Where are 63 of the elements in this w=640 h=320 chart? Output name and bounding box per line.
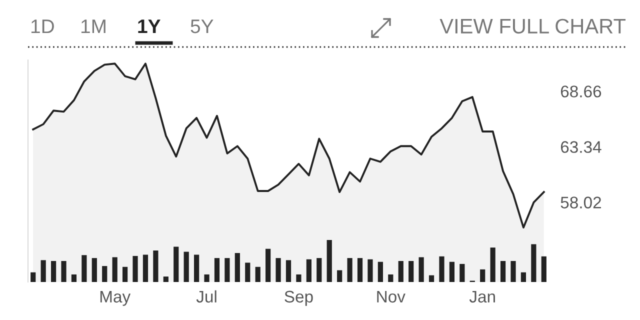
x-tick-label: Jul bbox=[196, 290, 216, 303]
bar bbox=[255, 266, 260, 282]
bar bbox=[153, 250, 158, 282]
text: 1D bbox=[31, 20, 54, 34]
bar bbox=[500, 261, 506, 282]
text: 1Y bbox=[138, 20, 160, 34]
bar bbox=[520, 272, 526, 282]
bar bbox=[480, 269, 486, 282]
text: VIEW FULL CHART bbox=[440, 18, 626, 34]
bar bbox=[286, 260, 292, 282]
bar bbox=[50, 261, 56, 282]
bar bbox=[224, 258, 230, 282]
bar bbox=[245, 262, 250, 282]
x-tick-label: Jan bbox=[469, 290, 495, 303]
bar bbox=[316, 258, 322, 282]
text: 1M bbox=[81, 20, 106, 34]
bar bbox=[368, 259, 373, 282]
bar bbox=[306, 259, 312, 282]
bar bbox=[398, 261, 404, 282]
bar bbox=[214, 258, 220, 282]
bar bbox=[449, 262, 455, 282]
bar bbox=[531, 244, 536, 282]
bar bbox=[194, 254, 200, 282]
bar bbox=[428, 275, 434, 282]
bar bbox=[357, 258, 363, 282]
bar bbox=[102, 266, 108, 282]
bar bbox=[408, 261, 414, 282]
bar bbox=[439, 256, 444, 282]
bar bbox=[30, 272, 36, 282]
x-tick-label: Sep bbox=[284, 290, 313, 306]
bar bbox=[510, 261, 516, 282]
bar bbox=[61, 261, 66, 282]
bar bbox=[460, 264, 465, 282]
bar bbox=[92, 258, 97, 282]
bar bbox=[132, 256, 138, 282]
y-tick-label: 63.34 bbox=[560, 141, 602, 153]
bar bbox=[142, 254, 148, 282]
bar bbox=[184, 252, 189, 282]
bar bbox=[388, 274, 394, 282]
bar bbox=[418, 257, 424, 282]
bar bbox=[122, 266, 128, 282]
bar bbox=[112, 257, 118, 282]
bar bbox=[266, 248, 271, 282]
bar bbox=[347, 258, 352, 282]
bar bbox=[204, 274, 210, 282]
bar bbox=[163, 276, 168, 282]
y-tick-label: 58.02 bbox=[560, 196, 601, 208]
bar bbox=[234, 253, 240, 282]
y-tick-label: 68.66 bbox=[560, 86, 602, 98]
bar bbox=[337, 270, 342, 282]
x-tick-label: Nov bbox=[377, 290, 406, 303]
x-tick-label: May bbox=[100, 290, 131, 306]
bar bbox=[326, 240, 332, 282]
bar bbox=[296, 274, 302, 282]
text: 5Y bbox=[190, 20, 214, 34]
bar bbox=[82, 255, 87, 282]
bar bbox=[40, 260, 46, 282]
bar bbox=[490, 248, 496, 282]
bar bbox=[541, 256, 546, 282]
bar bbox=[276, 258, 281, 282]
bar bbox=[71, 274, 77, 282]
bar bbox=[378, 262, 383, 282]
bar bbox=[174, 246, 179, 282]
